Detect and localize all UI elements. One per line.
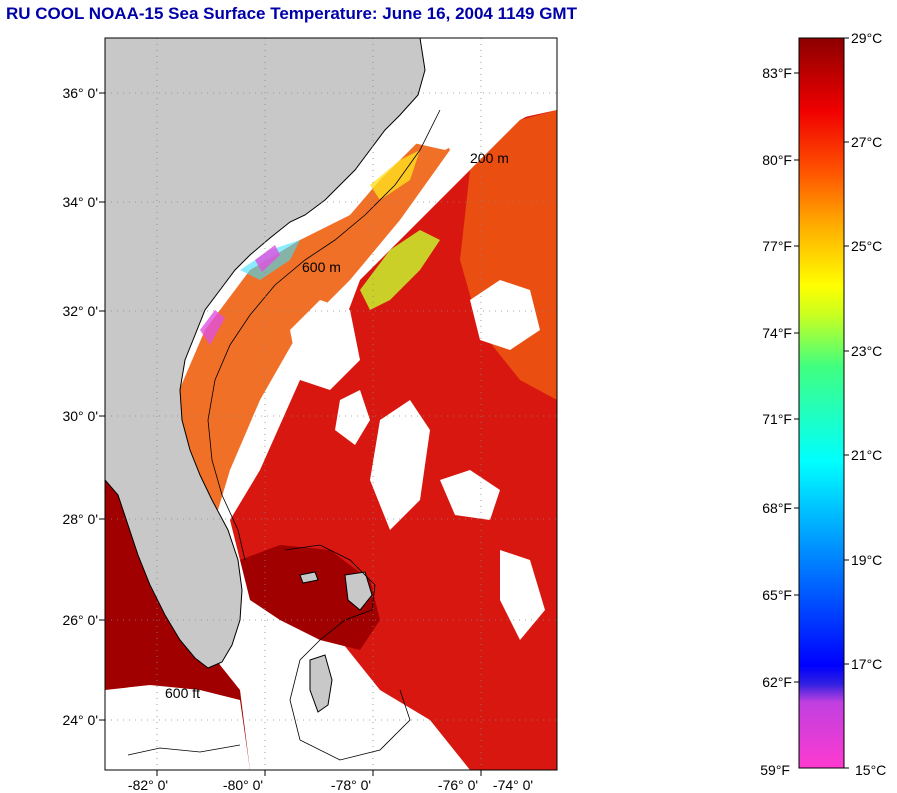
page-title: RU COOL NOAA-15 Sea Surface Temperature:… xyxy=(6,4,577,23)
depth-contour-shelf xyxy=(207,109,441,561)
colorbar-c-label: 21°C xyxy=(851,447,882,463)
lon-label: -76° 0' xyxy=(438,777,478,793)
colorbar-f-label: 83°F xyxy=(762,65,792,81)
colorbar-c-label: 17°C xyxy=(851,656,882,672)
lat-ticks xyxy=(99,92,105,721)
contour-label-200m: 200 m xyxy=(470,150,509,166)
colorbar-c-ticks xyxy=(844,37,849,769)
land-bahamas-small xyxy=(299,571,319,584)
temperature-colorbar: 83°F 80°F 77°F 74°F 71°F 68°F 65°F 62°F … xyxy=(760,30,886,778)
colorbar-f-label: 68°F xyxy=(762,500,792,516)
colorbar-c-label: 19°C xyxy=(851,552,882,568)
cloud-patch-4 xyxy=(440,470,500,520)
colorbar-f-label: 71°F xyxy=(762,411,792,427)
colorbar-c-label: 29°C xyxy=(851,30,882,46)
cloud-patch-7 xyxy=(335,390,370,445)
colorbar-f-label: 77°F xyxy=(762,238,792,254)
lat-label: 36° 0' xyxy=(62,85,98,101)
contour-label-600ft: 600 ft xyxy=(165,685,200,701)
sst-florida-straits xyxy=(240,545,380,650)
contour-label-600m: 600 m xyxy=(302,259,341,275)
lat-label: 34° 0' xyxy=(62,194,98,210)
colorbar-c-label: 23°C xyxy=(851,343,882,359)
lon-label: -82° 0' xyxy=(128,777,168,793)
colorbar-f-label: 80°F xyxy=(762,152,792,168)
lat-label: 32° 0' xyxy=(62,303,98,319)
lat-label: 24° 0' xyxy=(62,712,98,728)
lon-label: -80° 0' xyxy=(223,777,263,793)
sst-magenta-patch xyxy=(200,310,225,345)
cloud-patch-1 xyxy=(290,300,360,390)
colorbar-f-label: 74°F xyxy=(762,325,792,341)
sst-magenta-patch-2 xyxy=(255,245,280,272)
lon-label: -78° 0' xyxy=(331,777,371,793)
colorbar-f-label: 59°F xyxy=(760,762,790,778)
cloud-patch-2 xyxy=(370,400,430,530)
sst-orange-band xyxy=(175,130,450,540)
cloud-patch-6 xyxy=(400,90,557,150)
lon-ticks xyxy=(156,770,482,776)
lat-label: 26° 0' xyxy=(62,612,98,628)
sst-cool-patch-sc xyxy=(370,150,420,200)
lat-label: 30° 0' xyxy=(62,408,98,424)
colorbar-gradient xyxy=(798,37,845,769)
cloud-patch-9 xyxy=(105,685,250,770)
colorbar-c-label: 25°C xyxy=(851,238,882,254)
lon-label: -74° 0' xyxy=(493,777,533,793)
lat-label: 28° 0' xyxy=(62,511,98,527)
colorbar-c-label: 15°C xyxy=(855,762,886,778)
land-bahamas-abaco xyxy=(344,571,373,611)
cloud-patch-3 xyxy=(470,280,540,350)
land-southeast-us xyxy=(105,38,426,669)
colorbar-c-label: 27°C xyxy=(851,134,882,150)
cloud-patch-8 xyxy=(260,640,360,770)
colorbar-f-label: 62°F xyxy=(762,674,792,690)
sst-map xyxy=(105,38,557,770)
map-frame xyxy=(104,37,558,771)
depth-contour-bahamas xyxy=(284,544,411,761)
land-bahamas-andros xyxy=(309,654,333,713)
colorbar-f-ticks xyxy=(794,72,799,683)
cloud-patch-5 xyxy=(500,550,545,640)
depth-contour-south xyxy=(127,744,241,756)
colorbar-f-label: 65°F xyxy=(762,587,792,603)
graticule xyxy=(105,38,557,770)
sst-cool-patch-north xyxy=(360,230,440,310)
